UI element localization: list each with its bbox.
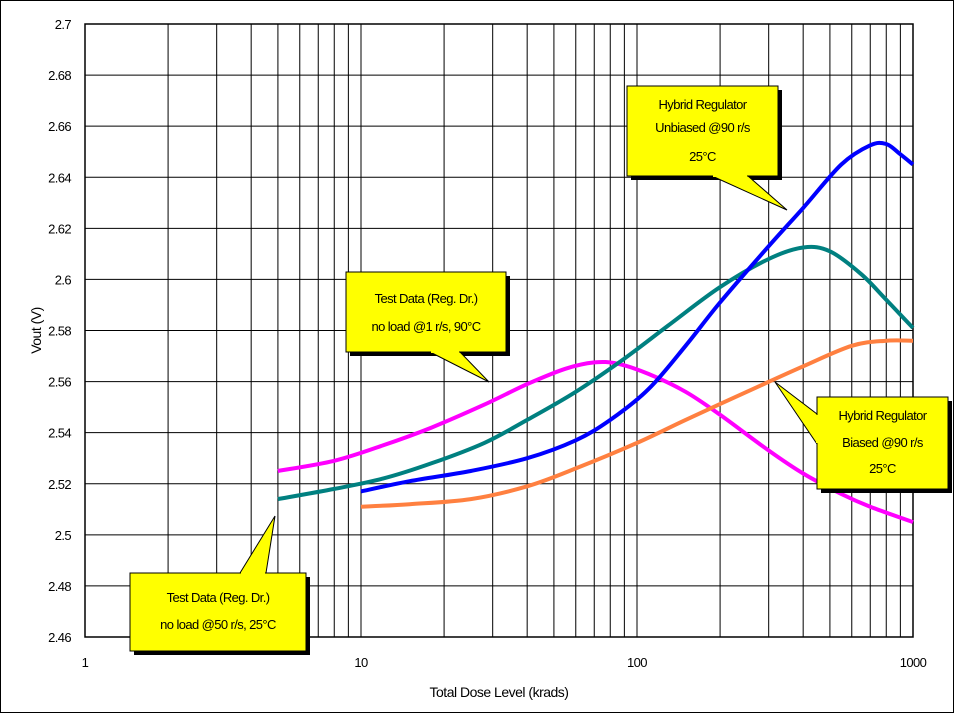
- callout-pointer: [429, 351, 490, 383]
- callout-text: Hybrid Regulator: [839, 408, 928, 423]
- callout-text: no load @1 r/s, 90°C: [371, 319, 480, 334]
- series-line-3: [360, 140, 915, 494]
- y-tick-label: 2.7: [55, 17, 72, 32]
- y-tick-label: 2.62: [48, 221, 71, 236]
- y-tick-label: 2.54: [48, 426, 71, 441]
- series-group: [277, 140, 915, 524]
- series-line-2: [277, 244, 915, 502]
- callout-text: Biased @90 r/s: [842, 435, 924, 450]
- y-tick-label: 2.66: [48, 119, 71, 134]
- callout-pointer: [711, 175, 788, 211]
- y-tick-label: 2.52: [48, 477, 71, 492]
- x-tick-label: 1: [82, 655, 89, 670]
- callout-text: 25°C: [869, 461, 896, 476]
- x-tick-label: 1000: [900, 655, 927, 670]
- callout-box: [626, 85, 779, 177]
- callout-box: [345, 271, 507, 353]
- y-tick-label: 2.68: [48, 68, 71, 83]
- callout-text: Hybrid Regulator: [659, 97, 748, 112]
- y-tick-label: 2.48: [48, 579, 71, 594]
- callout-text: 25°C: [689, 149, 716, 164]
- plot-border: [84, 23, 914, 638]
- callout-text: Test Data (Reg. Dr.): [167, 590, 270, 605]
- y-tick-label: 2.6: [55, 272, 72, 287]
- y-tick-labels: 2.46 2.48 2.5 2.52 2.54 2.56 2.58 2.6 2.62 2.64 2.…: [48, 17, 72, 645]
- callout-box: [129, 572, 307, 652]
- callout-text: Unbiased @90 r/s: [655, 120, 751, 135]
- y-tick-label: 2.64: [48, 170, 71, 185]
- x-tick-label: 10: [354, 655, 368, 670]
- y-tick-label: 2.56: [48, 375, 71, 390]
- y-tick-label: 2.5: [55, 528, 72, 543]
- callout-1: Hybrid Regulator Unbiased @90 r/s 25°C: [626, 85, 788, 211]
- y-tick-label: 2.46: [48, 630, 71, 645]
- callout-box: [816, 396, 949, 490]
- x-axis-label: Total Dose Level (krads): [430, 684, 569, 700]
- callout-3: Hybrid Regulator Biased @90 r/s 25°C: [774, 381, 952, 493]
- callout-pointer: [774, 381, 818, 446]
- callout-text: Test Data (Reg. Dr.): [375, 291, 478, 306]
- y-tick-label: 2.58: [48, 324, 71, 339]
- callout-4: Test Data (Reg. Dr.) no load @50 r/s, 25°…: [129, 515, 310, 655]
- series-line-4: [360, 338, 914, 509]
- callout-pointer: [239, 515, 276, 574]
- callout-2: Test Data (Reg. Dr.) no load @1 r/s, 90°C: [345, 271, 510, 383]
- callouts: Hybrid Regulator Unbiased @90 r/s 25°C Test…: [129, 85, 952, 655]
- y-axis-label: Vout (V): [28, 307, 44, 354]
- callout-text: no load @50 r/s, 25°C: [160, 617, 276, 632]
- x-tick-labels: 1 10 100 1000: [82, 655, 928, 670]
- x-tick-label: 100: [627, 655, 647, 670]
